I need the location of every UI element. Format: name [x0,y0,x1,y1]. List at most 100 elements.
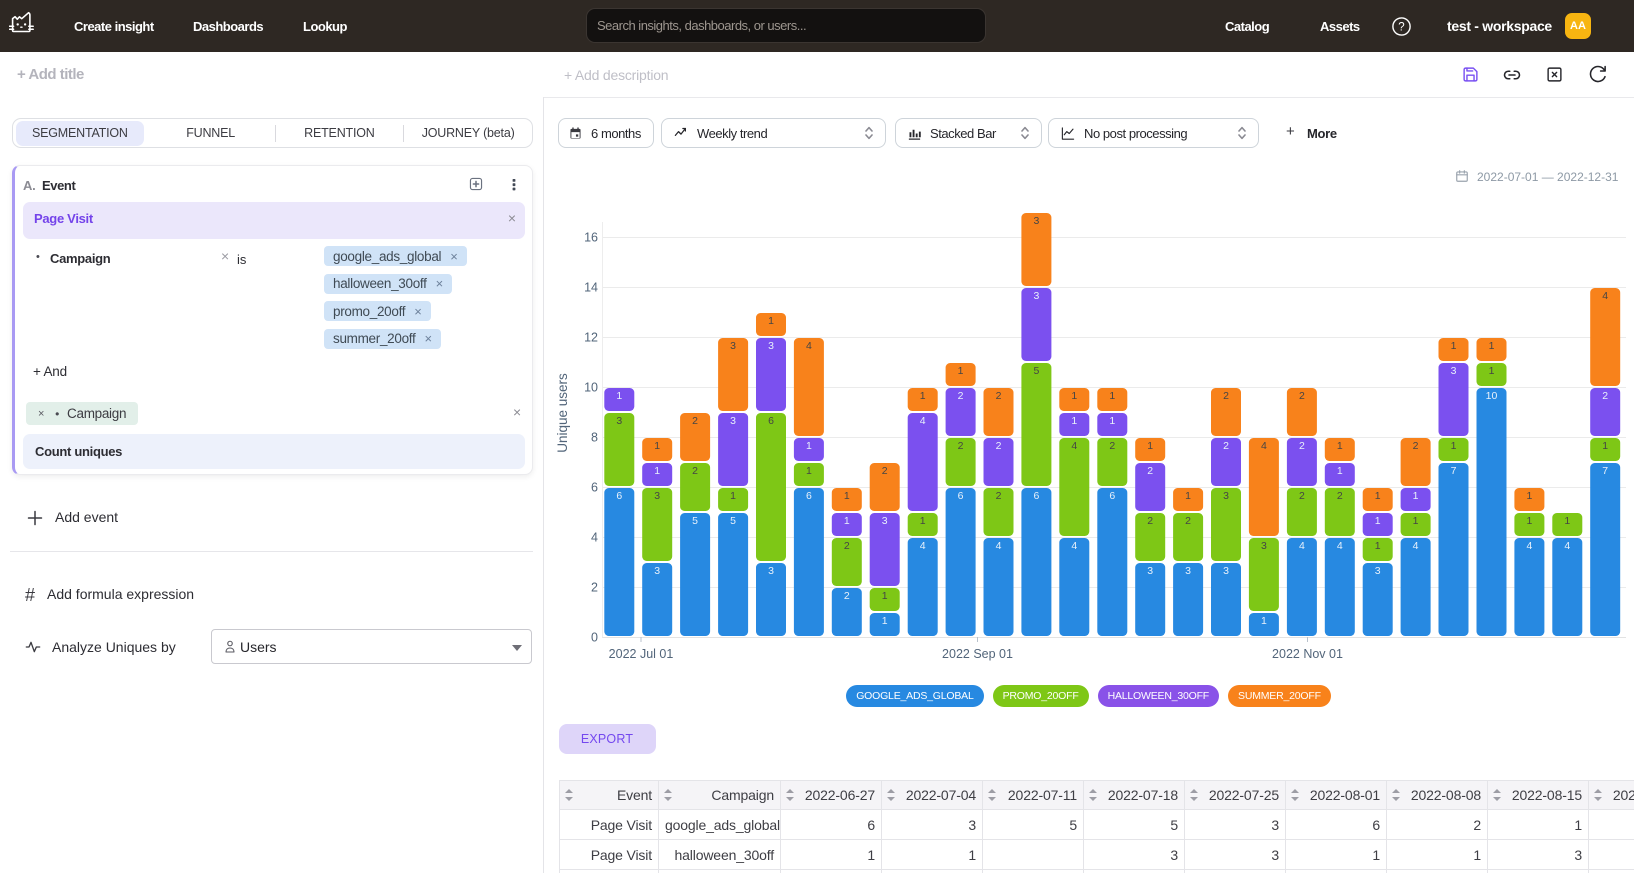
svg-text:6: 6 [591,481,598,495]
svg-text:2: 2 [1337,490,1343,502]
svg-text:2: 2 [882,465,888,477]
svg-text:1: 1 [882,615,888,627]
svg-text:1: 1 [1451,440,1457,452]
svg-text:8: 8 [591,431,598,445]
svg-text:7: 7 [1451,465,1457,477]
svg-text:3: 3 [616,415,622,427]
svg-text:2: 2 [1299,390,1305,402]
svg-text:2: 2 [996,440,1002,452]
svg-text:3: 3 [1261,540,1267,552]
svg-text:1: 1 [1375,515,1381,527]
svg-text:16: 16 [584,231,598,245]
svg-text:3: 3 [768,565,774,577]
svg-text:2: 2 [1147,515,1153,527]
svg-text:1: 1 [806,465,812,477]
svg-text:3: 3 [1185,565,1191,577]
svg-text:2: 2 [1299,440,1305,452]
svg-text:1: 1 [1185,490,1191,502]
svg-text:4: 4 [1071,540,1077,552]
svg-text:3: 3 [1223,565,1229,577]
svg-text:4: 4 [1413,540,1419,552]
svg-text:3: 3 [1451,365,1457,377]
svg-text:3: 3 [768,340,774,352]
svg-text:2: 2 [1299,490,1305,502]
svg-text:4: 4 [1526,540,1532,552]
svg-text:4: 4 [1261,440,1267,452]
svg-text:2: 2 [996,490,1002,502]
svg-text:1: 1 [654,465,660,477]
svg-text:1: 1 [768,315,774,327]
svg-text:2: 2 [1147,465,1153,477]
svg-text:6: 6 [1033,490,1039,502]
svg-text:4: 4 [806,340,812,352]
svg-text:10: 10 [1486,390,1498,402]
svg-text:4: 4 [1564,540,1570,552]
svg-text:4: 4 [591,531,598,545]
svg-text:2: 2 [958,440,964,452]
svg-text:Unique users: Unique users [555,373,570,453]
svg-text:2: 2 [1223,440,1229,452]
svg-text:2: 2 [1185,515,1191,527]
svg-text:1: 1 [844,515,850,527]
svg-text:4: 4 [1299,540,1305,552]
svg-text:2: 2 [692,415,698,427]
svg-text:5: 5 [692,515,698,527]
svg-text:1: 1 [730,490,736,502]
svg-text:1: 1 [958,365,964,377]
svg-text:1: 1 [844,490,850,502]
svg-text:3: 3 [1033,215,1039,227]
svg-text:3: 3 [730,415,736,427]
svg-text:2022 Sep 01: 2022 Sep 01 [942,647,1013,661]
svg-text:1: 1 [920,515,926,527]
svg-text:1: 1 [1489,365,1495,377]
svg-text:1: 1 [1602,440,1608,452]
svg-text:1: 1 [1337,440,1343,452]
svg-text:2: 2 [996,390,1002,402]
svg-text:14: 14 [584,281,598,295]
svg-text:2: 2 [958,390,964,402]
svg-text:1: 1 [882,590,888,602]
svg-text:1: 1 [920,390,926,402]
svg-text:4: 4 [1337,540,1343,552]
svg-text:6: 6 [1109,490,1115,502]
svg-text:3: 3 [654,490,660,502]
svg-text:1: 1 [1147,440,1153,452]
svg-text:2: 2 [844,590,850,602]
svg-text:4: 4 [920,540,926,552]
svg-text:3: 3 [1147,565,1153,577]
svg-text:?: ? [1398,22,1404,34]
svg-text:6: 6 [768,415,774,427]
svg-text:1: 1 [806,440,812,452]
svg-text:7: 7 [1602,465,1608,477]
svg-text:1: 1 [1109,415,1115,427]
svg-text:2: 2 [844,540,850,552]
svg-text:5: 5 [730,515,736,527]
svg-text:3: 3 [730,340,736,352]
svg-text:2: 2 [1109,440,1115,452]
svg-text:1: 1 [1337,465,1343,477]
svg-text:12: 12 [584,331,598,345]
svg-text:3: 3 [882,515,888,527]
svg-text:1: 1 [1413,490,1419,502]
svg-text:2: 2 [591,581,598,595]
svg-text:6: 6 [806,490,812,502]
svg-text:1: 1 [1109,390,1115,402]
svg-text:2: 2 [692,465,698,477]
svg-text:5: 5 [1033,365,1039,377]
svg-text:1: 1 [1564,515,1570,527]
svg-text:1: 1 [1489,340,1495,352]
svg-text:6: 6 [616,490,622,502]
svg-text:1: 1 [1071,415,1077,427]
svg-text:1: 1 [1261,615,1267,627]
svg-text:1: 1 [1451,340,1457,352]
svg-text:1: 1 [654,440,660,452]
svg-text:4: 4 [1602,290,1608,302]
svg-text:3: 3 [1033,290,1039,302]
svg-text:4: 4 [920,415,926,427]
svg-text:1: 1 [1413,515,1419,527]
svg-text:4: 4 [996,540,1002,552]
svg-text:2: 2 [1413,440,1419,452]
svg-text:10: 10 [584,381,598,395]
svg-text:2022 Jul 01: 2022 Jul 01 [609,647,674,661]
svg-text:3: 3 [1223,490,1229,502]
